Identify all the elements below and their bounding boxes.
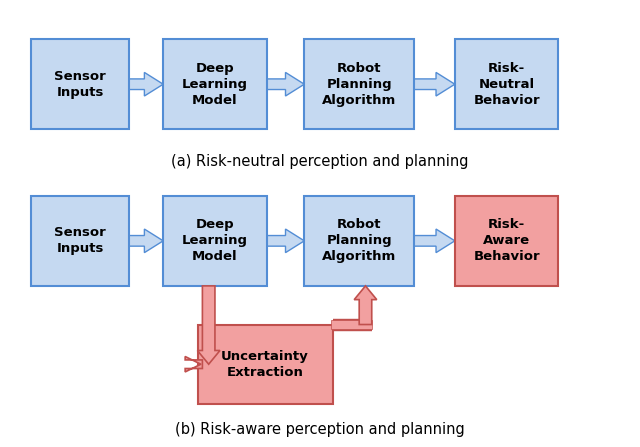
FancyBboxPatch shape xyxy=(31,39,129,129)
Text: Deep
Learning
Model: Deep Learning Model xyxy=(182,62,248,107)
Text: Robot
Planning
Algorithm: Robot Planning Algorithm xyxy=(322,218,396,263)
Polygon shape xyxy=(185,357,202,372)
Polygon shape xyxy=(267,72,305,96)
FancyBboxPatch shape xyxy=(455,196,558,286)
FancyBboxPatch shape xyxy=(455,39,558,129)
Text: Deep
Learning
Model: Deep Learning Model xyxy=(182,218,248,263)
Polygon shape xyxy=(354,286,377,325)
Text: Robot
Planning
Algorithm: Robot Planning Algorithm xyxy=(322,62,396,107)
FancyBboxPatch shape xyxy=(305,196,414,286)
FancyBboxPatch shape xyxy=(332,320,372,329)
Text: Sensor
Inputs: Sensor Inputs xyxy=(54,226,106,255)
FancyBboxPatch shape xyxy=(31,196,129,286)
Polygon shape xyxy=(197,286,220,364)
Polygon shape xyxy=(267,229,305,253)
Polygon shape xyxy=(414,72,455,96)
Text: Risk-
Neutral
Behavior: Risk- Neutral Behavior xyxy=(473,62,540,107)
Polygon shape xyxy=(414,229,455,253)
Polygon shape xyxy=(129,229,163,253)
Text: Uncertainty
Extraction: Uncertainty Extraction xyxy=(221,350,309,379)
FancyBboxPatch shape xyxy=(163,196,267,286)
FancyBboxPatch shape xyxy=(305,39,414,129)
FancyBboxPatch shape xyxy=(163,39,267,129)
Text: Risk-
Aware
Behavior: Risk- Aware Behavior xyxy=(473,218,540,263)
Text: (a) Risk-neutral perception and planning: (a) Risk-neutral perception and planning xyxy=(172,154,468,169)
Text: Sensor
Inputs: Sensor Inputs xyxy=(54,70,106,99)
FancyBboxPatch shape xyxy=(198,325,333,404)
Polygon shape xyxy=(129,72,163,96)
Text: (b) Risk-aware perception and planning: (b) Risk-aware perception and planning xyxy=(175,422,465,437)
